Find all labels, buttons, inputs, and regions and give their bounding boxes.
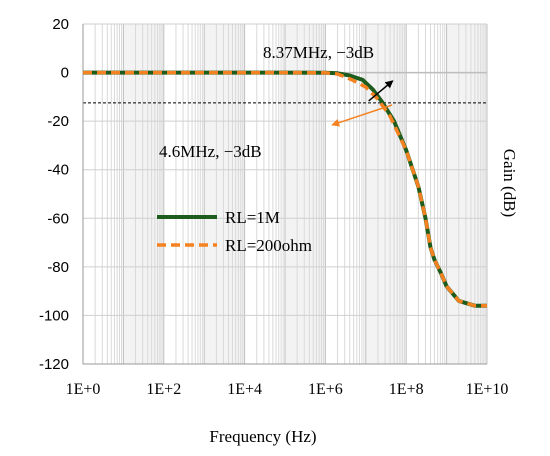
annotation-group: 8.37MHz, −3dB 4.6MHz, −3dB [159, 43, 394, 161]
x-tick-label: 1E+8 [389, 381, 424, 398]
legend: RL=1M RL=200ohm [157, 208, 312, 255]
chart-grid [82, 23, 488, 365]
y-tick-label: -20 [47, 113, 69, 130]
tick-label-group: 20 0 -20 -40 -60 -80 -100 -120 1E+0 1E+2 1E+4 1E+6 1… [39, 16, 508, 398]
y-tick-label: 0 [61, 65, 69, 82]
annotation-arrow-rl-1m [368, 80, 394, 102]
y-tick-label: -40 [47, 162, 69, 179]
annotation-arrow-rl-200ohm [331, 104, 393, 127]
y-tick-label: -80 [47, 259, 69, 276]
x-tick-label: 1E+4 [227, 381, 262, 398]
legend-label-rl-1m: RL=1M [225, 208, 280, 227]
annotation-rl-200ohm: 4.6MHz, −3dB [159, 142, 262, 161]
y-tick-label: -120 [39, 356, 69, 373]
y-tick-label: -100 [39, 307, 69, 324]
legend-label-rl-200ohm: RL=200ohm [225, 236, 312, 255]
y-tick-label: 20 [52, 16, 69, 33]
x-tick-label: 1E+0 [66, 381, 101, 398]
y-axis-label: Gain (dB) [500, 149, 519, 217]
x-tick-label: 1E+2 [146, 381, 181, 398]
x-tick-label: 1E+10 [466, 381, 509, 398]
annotation-rl-1m: 8.37MHz, −3dB [263, 43, 374, 62]
x-axis-label: Frequency (Hz) [209, 427, 316, 446]
x-tick-label: 1E+6 [308, 381, 343, 398]
y-tick-label: -60 [47, 210, 69, 227]
